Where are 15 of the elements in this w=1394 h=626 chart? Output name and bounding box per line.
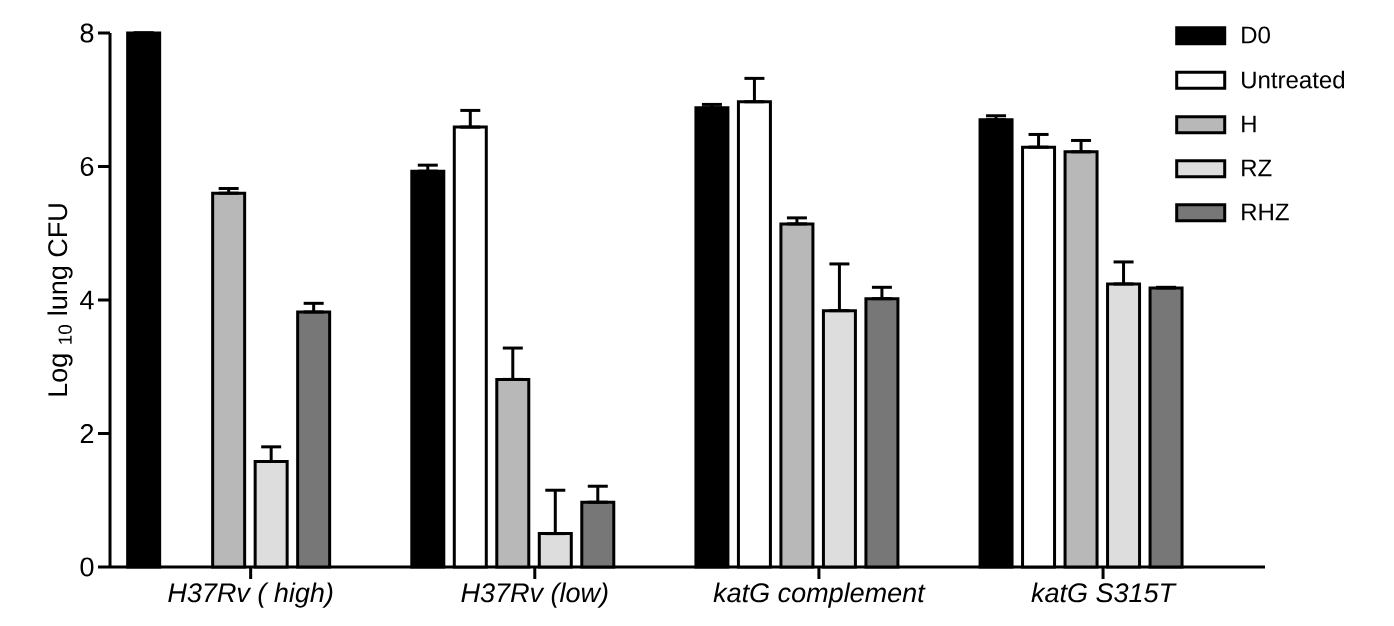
y-tick-label: 8 [80, 23, 94, 43]
y-tick-label: 0 [80, 557, 94, 577]
y-tick-label: 2 [80, 424, 94, 443]
y-tick-label: 6 [80, 156, 94, 177]
y-axis-title: Log $_{10}$ lung CFU [47, 204, 73, 396]
legend-label: Untreated [1242, 70, 1345, 89]
legend-label: RHZ [1242, 203, 1289, 221]
x-tick-label: H37Rv ( high) [168, 582, 333, 608]
x-tick-label: H37Rv (low) [461, 582, 608, 608]
y-tick-label: 4 [80, 290, 94, 310]
legend-label: RZ [1242, 159, 1272, 177]
legend-label: H [1242, 115, 1256, 133]
x-tick-label: katG complement [713, 582, 926, 608]
x-tick-label: katG S315T [1031, 582, 1177, 603]
legend-label: D0 [1242, 26, 1270, 44]
